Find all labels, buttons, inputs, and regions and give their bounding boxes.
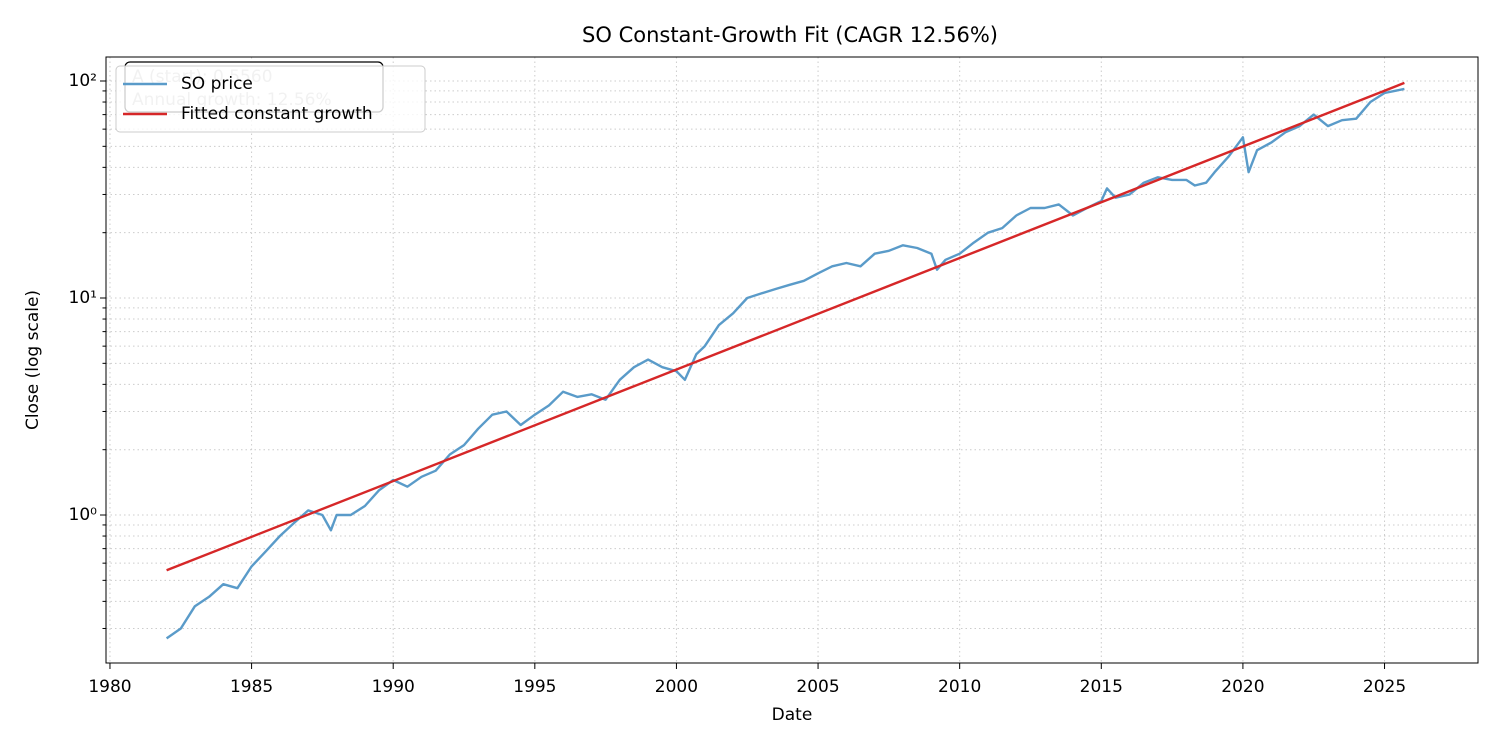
- x-tick-label: 2010: [938, 677, 981, 697]
- x-tick-label: 2020: [1221, 677, 1264, 697]
- legend-box: [115, 65, 426, 133]
- y-axis-label: Close (log scale): [23, 290, 43, 430]
- x-tick-label: 2025: [1363, 677, 1406, 697]
- x-tick-label: 1995: [513, 677, 556, 697]
- series-line: [165, 87, 1405, 640]
- x-tick-label: 1985: [230, 677, 273, 697]
- legend-label: SO price: [181, 74, 253, 94]
- x-tick-label: 2015: [1080, 677, 1123, 697]
- chart-title: SO Constant-Growth Fit (CAGR 12.56%): [582, 23, 998, 47]
- legend-label: Fitted constant growth: [181, 104, 373, 124]
- plot-frame: [105, 56, 1479, 664]
- y-tick-label: 10¹: [69, 288, 97, 308]
- x-tick-label: 1990: [372, 677, 415, 697]
- series-line: [166, 81, 1405, 572]
- x-axis-label: Date: [772, 705, 813, 725]
- x-tick-label: 2005: [796, 677, 839, 697]
- x-tick-label: 2000: [655, 677, 698, 697]
- y-tick-label: 10²: [69, 71, 97, 91]
- x-tick-label: 1980: [88, 677, 131, 697]
- y-tick-label: 10⁰: [69, 505, 98, 525]
